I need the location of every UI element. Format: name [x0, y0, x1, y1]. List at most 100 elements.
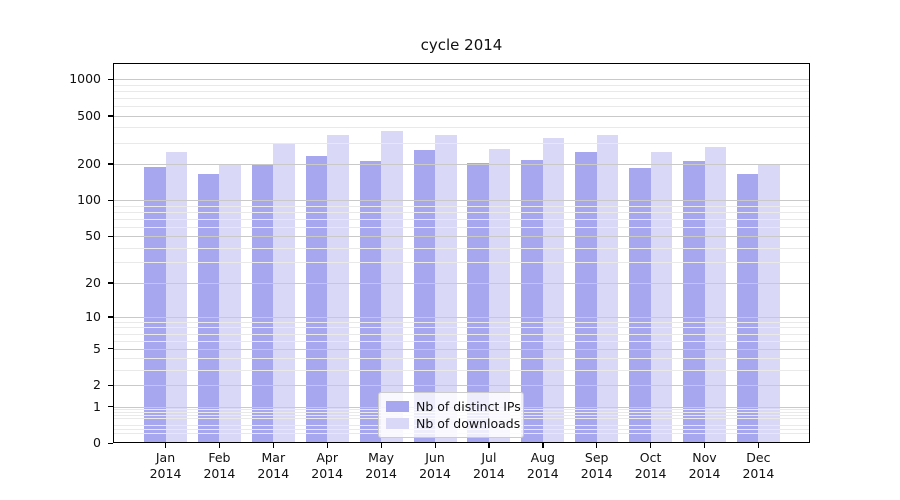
bar-ips-nov: [683, 161, 705, 443]
x-tick-mark: [757, 443, 760, 448]
gridline-minor: [113, 142, 810, 144]
gridline-minor: [113, 127, 810, 129]
bar-ips-apr: [305, 155, 328, 443]
gridline-minor: [113, 358, 810, 360]
bar-downloads-oct: [650, 152, 673, 443]
gridline-major: [113, 79, 810, 81]
legend-row-downloads: Nb of downloads: [386, 415, 520, 432]
gridline-major: [113, 282, 810, 284]
x-tick-label-may: May 2014: [365, 450, 397, 481]
x-tick-mark: [165, 443, 167, 448]
chart-title: cycle 2014: [420, 36, 503, 54]
gridline-major: [113, 163, 810, 165]
y-tick-mark: [108, 115, 113, 117]
x-tick-mark: [704, 443, 706, 448]
gridline-minor: [113, 321, 810, 323]
y-tick-label: 1: [93, 398, 101, 414]
gridline-minor: [113, 98, 810, 99]
x-tick-mark: [542, 443, 544, 448]
y-tick-label: 5: [93, 340, 101, 356]
plot-area: Nb of distinct IPs Nb of downloads: [113, 63, 810, 443]
bar-downloads-nov: [704, 147, 726, 443]
x-tick-label-feb: Feb 2014: [203, 450, 236, 481]
y-tick-label: 2: [93, 377, 101, 393]
x-tick-label-dec: Dec 2014: [742, 450, 775, 481]
y-tick-mark: [108, 199, 113, 201]
legend: Nb of distinct IPs Nb of downloads: [378, 391, 524, 438]
y-tick-mark: [108, 235, 113, 237]
bar-ips-oct: [629, 167, 651, 443]
legend-swatch-downloads: [386, 417, 409, 429]
y-tick-mark: [108, 406, 113, 408]
gridline-minor: [113, 226, 810, 228]
x-tick-label-mar: Mar 2014: [257, 450, 290, 481]
y-tick-mark: [108, 316, 113, 318]
y-tick-label: 0: [93, 435, 101, 450]
x-tick-label-aug: Aug 2014: [526, 450, 559, 481]
gridline-major: [113, 200, 810, 201]
legend-label-distinct-ips: Nb of distinct IPs: [416, 398, 521, 414]
bar-ips-sep: [575, 152, 597, 443]
bar-ips-jan: [144, 166, 166, 443]
x-tick-label-oct: Oct 2014: [634, 450, 667, 481]
gridline-major: [113, 115, 810, 117]
bar-downloads-aug: [542, 138, 565, 443]
bar-ips-dec: [736, 173, 759, 443]
x-tick-mark: [650, 443, 652, 448]
gridline-major: [113, 236, 810, 237]
legend-label-downloads: Nb of downloads: [416, 415, 521, 431]
x-tick-mark: [488, 443, 490, 448]
gridline-minor: [113, 262, 810, 264]
bar-ips-jul: [467, 162, 489, 443]
bar-ips-feb: [197, 173, 220, 443]
y-tick-label: 10: [85, 308, 101, 324]
y-tick-label: 500: [77, 107, 101, 123]
x-tick-mark: [434, 443, 436, 448]
gridline-minor: [113, 211, 810, 213]
bar-ips-aug: [521, 160, 543, 443]
bar-ips-may: [359, 160, 382, 443]
y-tick-label: 50: [85, 228, 101, 243]
x-tick-label-nov: Nov 2014: [688, 450, 721, 481]
bar-downloads-feb: [219, 163, 241, 443]
bar-downloads-may: [381, 130, 403, 443]
x-tick-mark: [218, 443, 221, 448]
bar-downloads-dec: [758, 163, 780, 443]
gridline-minor: [113, 91, 810, 92]
bar-downloads-jun: [435, 134, 457, 443]
x-tick-mark: [380, 443, 382, 448]
x-tick-label-sep: Sep 2014: [580, 450, 613, 481]
y-tick-label: 20: [85, 274, 101, 290]
bar-ips-mar: [251, 163, 274, 443]
y-tick-label: 100: [77, 192, 101, 208]
gridline-minor: [113, 205, 810, 207]
y-tick-mark: [108, 78, 113, 81]
bar-downloads-apr: [327, 135, 349, 443]
bar-downloads-sep: [596, 134, 619, 443]
gridline-minor: [113, 218, 810, 220]
gridline-major: [113, 385, 810, 387]
x-tick-label-jan: Jan 2014: [149, 450, 182, 481]
gridline-minor: [113, 327, 810, 329]
x-tick-label-jun: Jun 2014: [419, 450, 451, 481]
y-tick-mark: [108, 163, 113, 165]
x-tick-label-jul: Jul 2014: [472, 450, 505, 481]
y-tick-label: 200: [77, 155, 101, 171]
x-tick-mark: [596, 443, 598, 448]
y-tick-label: 1000: [69, 71, 101, 87]
x-tick-label-apr: Apr 2014: [311, 450, 344, 481]
bar-downloads-mar: [273, 143, 295, 443]
gridline-minor: [113, 106, 810, 108]
x-tick-mark: [272, 443, 275, 448]
gridline-minor: [113, 340, 810, 342]
legend-row-distinct-ips: Nb of distinct IPs: [386, 398, 521, 415]
gridline-major: [113, 348, 810, 350]
gridline-minor: [113, 333, 810, 335]
bar-downloads-jul: [488, 149, 511, 443]
bar-ips-jun: [413, 150, 435, 443]
y-tick-mark: [108, 348, 113, 350]
x-tick-mark: [326, 443, 328, 448]
gridline-minor: [113, 370, 810, 371]
legend-swatch-distinct-ips: [386, 400, 409, 412]
